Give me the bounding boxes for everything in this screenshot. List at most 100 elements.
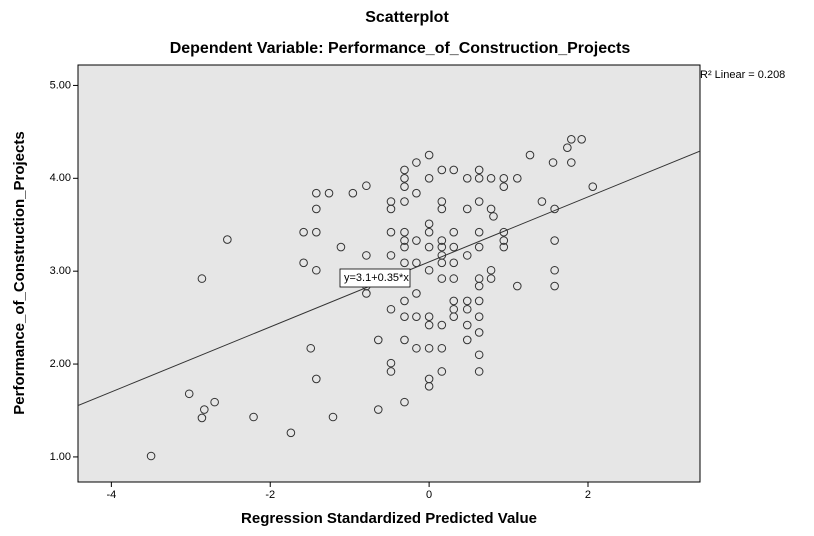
point <box>474 350 484 360</box>
point <box>474 312 484 321</box>
point <box>362 251 371 260</box>
point <box>550 204 559 214</box>
point <box>437 367 447 376</box>
point <box>197 274 207 283</box>
point <box>486 204 496 214</box>
y-tick-label: 4.00 <box>50 172 71 184</box>
point <box>449 227 459 237</box>
point <box>462 296 472 306</box>
point <box>386 251 396 260</box>
point <box>312 188 321 198</box>
point <box>412 289 421 298</box>
point <box>449 312 459 321</box>
point <box>486 174 496 183</box>
point <box>386 197 396 206</box>
x-tick-label: -4 <box>106 489 116 501</box>
point <box>512 281 522 291</box>
point <box>412 158 421 167</box>
equation-label: y=3.1+0.35*x <box>344 272 409 284</box>
point <box>373 335 383 345</box>
point <box>567 134 576 144</box>
point <box>312 265 321 275</box>
point <box>499 182 509 191</box>
point <box>550 265 559 275</box>
point <box>400 227 409 237</box>
point <box>437 242 447 252</box>
point <box>400 182 409 191</box>
point <box>400 242 409 252</box>
x-tick-label: -2 <box>265 489 275 501</box>
y-tick-label: 2.00 <box>50 358 71 370</box>
point <box>462 320 472 330</box>
point <box>550 236 559 245</box>
point <box>400 335 409 345</box>
y-axis-title: Performance_of_Construction_Projects <box>11 131 28 414</box>
point <box>197 413 207 423</box>
point <box>312 204 321 214</box>
point <box>462 304 472 314</box>
r2-label: R² Linear = 0.208 <box>700 69 785 81</box>
point <box>499 174 509 183</box>
point <box>437 165 447 175</box>
point <box>424 343 434 353</box>
point <box>474 242 484 252</box>
point <box>386 227 396 237</box>
point <box>525 150 535 160</box>
point <box>577 134 586 144</box>
point <box>223 235 232 244</box>
point <box>299 227 308 237</box>
point <box>400 197 409 206</box>
equation-box <box>339 268 411 288</box>
point <box>400 296 409 306</box>
point <box>312 227 321 237</box>
point <box>424 219 434 229</box>
point <box>412 343 421 353</box>
point <box>499 236 509 245</box>
point <box>567 158 576 167</box>
point <box>588 182 598 191</box>
point <box>437 236 447 245</box>
point <box>200 405 209 414</box>
chart-subtitle: Dependent Variable: Performance_of_Const… <box>170 40 631 57</box>
point <box>424 312 434 321</box>
point <box>299 258 308 268</box>
point <box>474 296 484 306</box>
point <box>306 343 316 353</box>
point <box>449 165 459 175</box>
point <box>474 367 484 376</box>
x-tick-label: 0 <box>426 489 432 501</box>
y-tick-label: 1.00 <box>50 451 71 463</box>
point <box>489 212 498 221</box>
point <box>286 428 296 438</box>
point <box>400 397 409 407</box>
point <box>328 412 338 422</box>
point <box>210 397 219 407</box>
point <box>424 174 434 183</box>
point <box>437 343 447 353</box>
point <box>400 236 409 245</box>
point <box>249 412 258 422</box>
point <box>474 174 484 183</box>
point <box>412 312 421 321</box>
point <box>512 174 522 183</box>
point <box>400 258 409 268</box>
point <box>550 281 559 291</box>
point <box>386 367 396 376</box>
point <box>449 242 459 252</box>
point <box>386 304 396 314</box>
plot <box>78 134 700 461</box>
point <box>563 143 572 152</box>
point <box>324 188 334 198</box>
point <box>474 197 484 206</box>
point <box>412 236 421 245</box>
point <box>474 328 484 337</box>
point <box>437 204 447 214</box>
point <box>424 227 434 237</box>
point <box>312 374 321 384</box>
point <box>386 358 396 368</box>
chart-title: Scatterplot <box>365 9 449 26</box>
point <box>499 242 509 252</box>
point <box>437 258 447 268</box>
point <box>548 158 558 167</box>
